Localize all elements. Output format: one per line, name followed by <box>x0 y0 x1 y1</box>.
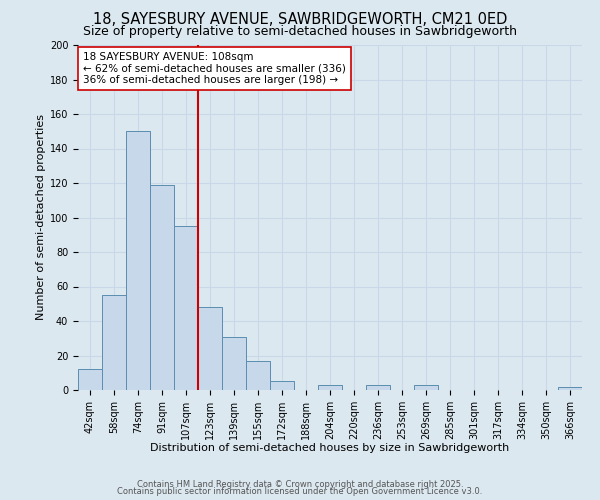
Bar <box>366 385 390 390</box>
Bar <box>414 385 438 390</box>
Bar <box>558 386 582 390</box>
Bar <box>102 295 126 390</box>
X-axis label: Distribution of semi-detached houses by size in Sawbridgeworth: Distribution of semi-detached houses by … <box>151 444 509 454</box>
Text: 18, SAYESBURY AVENUE, SAWBRIDGEWORTH, CM21 0ED: 18, SAYESBURY AVENUE, SAWBRIDGEWORTH, CM… <box>93 12 507 28</box>
Bar <box>126 131 150 390</box>
Bar <box>150 184 174 390</box>
Bar <box>246 360 270 390</box>
Bar <box>270 382 294 390</box>
Text: Contains public sector information licensed under the Open Government Licence v3: Contains public sector information licen… <box>118 487 482 496</box>
Text: Contains HM Land Registry data © Crown copyright and database right 2025.: Contains HM Land Registry data © Crown c… <box>137 480 463 489</box>
Bar <box>318 385 342 390</box>
Bar <box>198 307 222 390</box>
Y-axis label: Number of semi-detached properties: Number of semi-detached properties <box>35 114 46 320</box>
Bar <box>222 336 246 390</box>
Bar <box>174 226 198 390</box>
Text: 18 SAYESBURY AVENUE: 108sqm
← 62% of semi-detached houses are smaller (336)
36% : 18 SAYESBURY AVENUE: 108sqm ← 62% of sem… <box>83 52 346 85</box>
Bar <box>78 370 102 390</box>
Text: Size of property relative to semi-detached houses in Sawbridgeworth: Size of property relative to semi-detach… <box>83 25 517 38</box>
